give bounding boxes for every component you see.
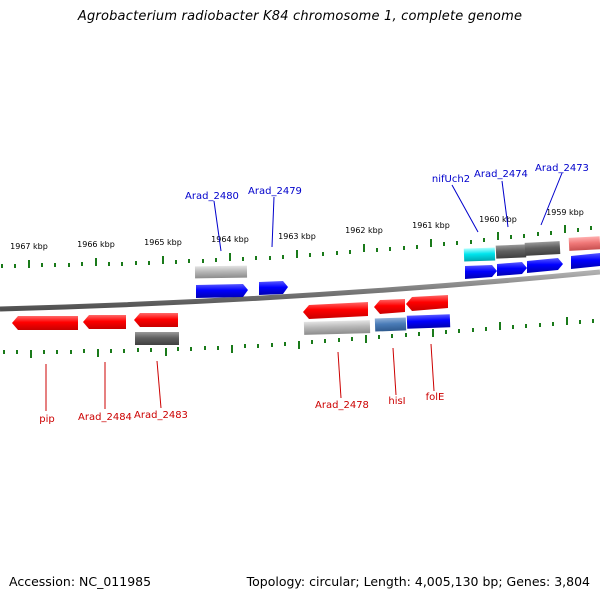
gene-arrow[interactable]: [134, 313, 178, 327]
gene-arrow[interactable]: [571, 253, 600, 269]
gene-arrow[interactable]: [303, 302, 368, 319]
genome-summary-text: Topology: circular; Length: 4,005,130 bp…: [246, 574, 590, 589]
gene-label[interactable]: Arad_2473: [535, 163, 589, 174]
scale-track-upper: [1, 225, 592, 268]
label-leaders-reverse: [45, 343, 435, 411]
gene-block[interactable]: [374, 317, 407, 332]
gene-block[interactable]: [406, 314, 451, 329]
gene-block[interactable]: [568, 236, 600, 251]
tick-label: 1960 kbp: [479, 215, 517, 224]
gene-arrow[interactable]: [83, 315, 126, 329]
gene-arrow[interactable]: [12, 316, 78, 330]
gene-arrow[interactable]: [374, 299, 405, 314]
tick-label: 1965 kbp: [144, 238, 182, 247]
gene-arrow[interactable]: [497, 262, 527, 276]
gene-label[interactable]: Arad_2479: [248, 186, 302, 197]
gene-arrow[interactable]: [465, 265, 497, 279]
gene-label[interactable]: Arad_2484: [78, 412, 132, 423]
map-title: Agrobacterium radiobacter K84 chromosome…: [77, 9, 523, 24]
forward-strand-genes: [194, 236, 600, 298]
gene-label[interactable]: Arad_2483: [134, 410, 188, 421]
gene-label[interactable]: hisI: [388, 396, 405, 407]
gene-label[interactable]: Arad_2478: [315, 400, 369, 411]
accession-text: Accession: NC_011985: [9, 574, 152, 589]
label-leaders-forward: [213, 172, 563, 252]
gene-label[interactable]: folE: [426, 392, 445, 403]
gene-arrow[interactable]: [527, 258, 563, 273]
tick-label: 1967 kbp: [10, 242, 48, 251]
reverse-strand-genes: [12, 295, 451, 345]
gene-block[interactable]: [194, 265, 248, 279]
tick-label: 1959 kbp: [546, 208, 584, 217]
tick-label: 1961 kbp: [412, 221, 450, 230]
gene-arrow[interactable]: [406, 295, 448, 311]
chromosome-backbone: [0, 269, 600, 312]
gene-labels-forward: Arad_2480 Arad_2479 nifUch2 Arad_2474 Ar…: [185, 163, 589, 202]
gene-label[interactable]: nifUch2: [432, 174, 470, 185]
scale-track-lower: [3, 317, 594, 358]
gene-block[interactable]: [495, 244, 527, 259]
gene-block[interactable]: [524, 241, 561, 256]
gene-label[interactable]: pip: [39, 414, 54, 425]
tick-label: 1964 kbp: [211, 235, 249, 244]
scale-labels: 1967 kbp 1966 kbp 1965 kbp 1964 kbp 1963…: [10, 208, 584, 251]
gene-block[interactable]: [463, 247, 496, 262]
tick-label: 1963 kbp: [278, 232, 316, 241]
gene-labels-reverse: pip Arad_2484 Arad_2483 Arad_2478 hisI f…: [39, 392, 444, 425]
gene-label[interactable]: Arad_2474: [474, 169, 528, 180]
gene-block[interactable]: [135, 332, 179, 345]
gene-block[interactable]: [303, 320, 371, 335]
gene-arrow[interactable]: [196, 284, 248, 298]
tick-label: 1962 kbp: [345, 226, 383, 235]
tick-label: 1966 kbp: [77, 240, 115, 249]
gene-arrow[interactable]: [259, 281, 288, 295]
gene-label[interactable]: Arad_2480: [185, 191, 239, 202]
